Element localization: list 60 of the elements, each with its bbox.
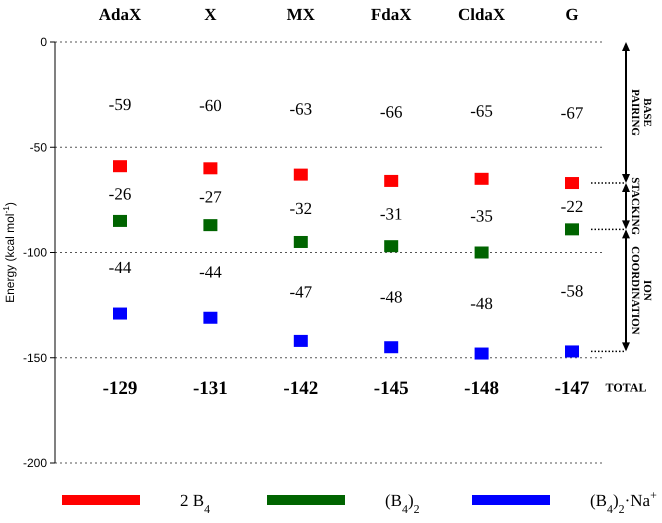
annotation: -47 (289, 282, 313, 302)
x-tick-label: CldaX (458, 5, 506, 24)
point (113, 214, 127, 227)
point (294, 236, 308, 248)
x-tick-label: FdaX (370, 5, 412, 24)
legend-label: 2 B$_{4}$ (180, 490, 210, 516)
annotation: -147 (554, 378, 590, 399)
point (565, 177, 579, 190)
annotation: -129 (102, 378, 138, 399)
legend-label: (B$_{4}$)$_{2}$ (385, 490, 420, 516)
text: TOTAL (606, 380, 646, 394)
annotation: -48 (380, 288, 403, 307)
annotation: -142 (283, 378, 318, 399)
y-tick-label: -50 (30, 140, 48, 154)
annotation: -32 (289, 199, 312, 218)
annotation: -131 (192, 378, 228, 399)
point (294, 334, 308, 347)
annotation: -22 (560, 197, 584, 216)
annotation: -145 (374, 378, 409, 399)
point (565, 345, 579, 358)
x-tick-label: G (565, 5, 579, 24)
y-tick-label: 0 (40, 35, 48, 50)
text: ION COORDINATION (629, 246, 653, 335)
point (203, 312, 218, 324)
point (474, 348, 489, 360)
y-tick-label: -150 (22, 350, 48, 365)
point (474, 246, 489, 258)
annotation: -63 (289, 99, 312, 118)
point (565, 223, 579, 236)
annotation: -66 (380, 102, 403, 122)
point (113, 160, 127, 172)
annotation: -65 (470, 101, 493, 120)
point (384, 174, 398, 187)
annotation: -27 (199, 188, 222, 207)
point (474, 172, 489, 185)
point (203, 219, 218, 232)
annotation: -60 (199, 96, 222, 116)
y-tick-label: -100 (22, 246, 48, 260)
point (203, 162, 218, 174)
annotation: -59 (108, 95, 132, 114)
legend-label: (B$_{4}$)$_{2}$·Na$^{+}$ (590, 488, 658, 516)
y-tick-label: -200 (22, 456, 48, 470)
text: BASE PAIRING (629, 89, 653, 136)
x-tick-label: X (204, 5, 218, 24)
annotation: -58 (560, 281, 584, 300)
point (384, 240, 398, 252)
annotation: -148 (464, 378, 500, 399)
annotation: -67 (560, 103, 584, 122)
x-tick-label: MX (286, 5, 316, 24)
point (294, 168, 308, 181)
annotation: -31 (380, 204, 403, 224)
annotation: -44 (199, 262, 222, 282)
text: STACKING (629, 177, 641, 236)
point (384, 341, 398, 354)
annotation: -26 (108, 184, 132, 204)
annotation: -44 (108, 258, 132, 278)
annotation: -48 (470, 294, 493, 313)
x-tick-label: AdaX (98, 5, 142, 24)
point (113, 308, 127, 320)
annotation: -35 (470, 206, 493, 226)
